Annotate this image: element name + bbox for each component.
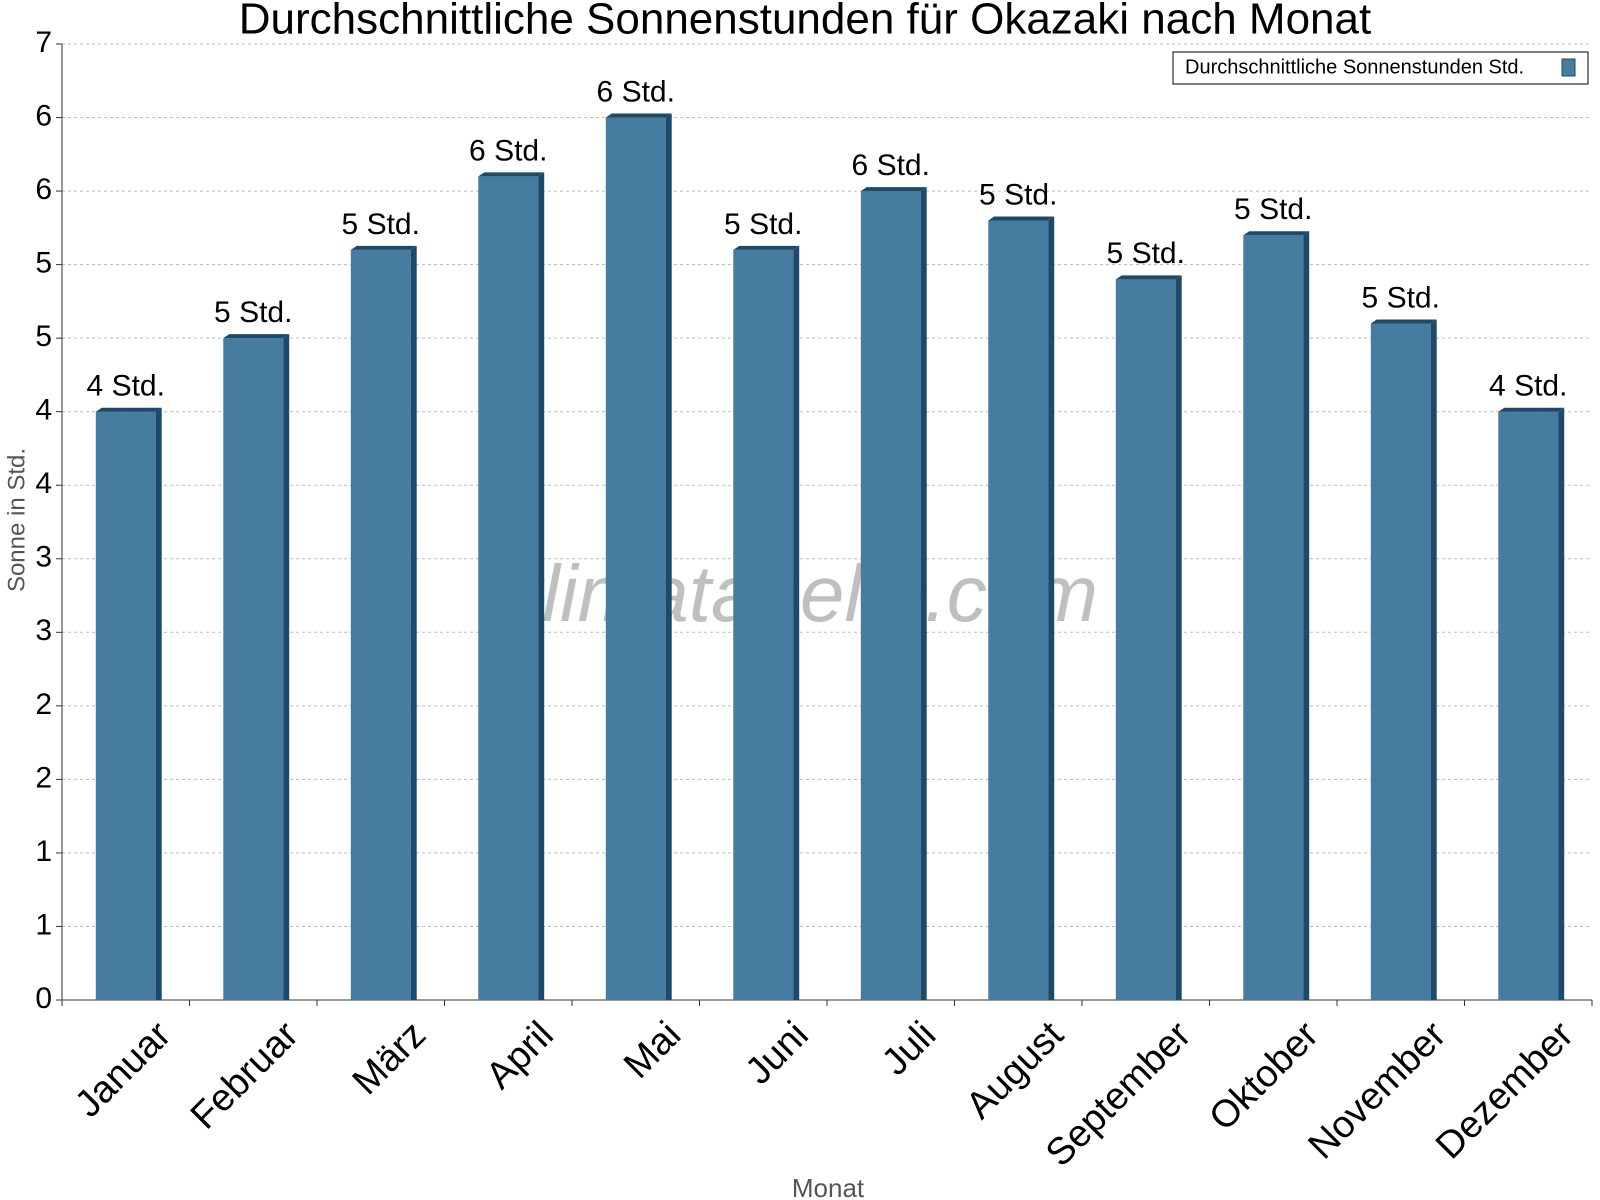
data-label: 5 Std. (342, 208, 420, 241)
data-label: 4 Std. (87, 370, 165, 403)
y-tick-label: 6 (35, 173, 52, 206)
bar-side (1430, 319, 1437, 1000)
bar (95, 411, 156, 1000)
bar-top (860, 187, 927, 192)
data-label: 6 Std. (597, 75, 675, 108)
x-tick-label: März (345, 1014, 434, 1103)
bar-top (605, 113, 672, 118)
bar-side (1303, 231, 1310, 1000)
bar (478, 176, 539, 1000)
y-tick-label: 2 (35, 688, 52, 721)
bar (605, 117, 666, 1001)
bar-side (1175, 275, 1182, 1000)
bar-top (223, 334, 290, 339)
bar-top (1243, 231, 1310, 236)
bar (733, 249, 794, 1000)
x-tick-label: Juli (874, 1014, 944, 1084)
y-tick-label: 1 (35, 835, 52, 868)
x-tick-label: April (478, 1014, 561, 1097)
data-label: 5 Std. (214, 296, 292, 329)
bar-side (1048, 216, 1055, 1000)
data-label: 6 Std. (852, 149, 930, 182)
y-tick-label: 5 (35, 320, 52, 353)
x-tick-label: November (1301, 1014, 1455, 1168)
data-label: 6 Std. (469, 134, 547, 167)
x-tick-label: Januar (67, 1014, 179, 1126)
bar-top (1370, 319, 1437, 324)
legend-box (1172, 51, 1589, 85)
y-axis-label: Sonne in Std. (3, 448, 30, 592)
bar-top (988, 216, 1055, 221)
data-label: 5 Std. (1107, 237, 1185, 270)
legend-swatch (1561, 58, 1576, 77)
x-tick-label: Oktober (1201, 1014, 1327, 1140)
data-label: 5 Std. (979, 178, 1057, 211)
bar (860, 191, 921, 1001)
y-tick-label: 5 (35, 247, 52, 280)
legend-label: Durchschnittliche Sonnenstunden Std. (1185, 56, 1524, 78)
bar-top (1115, 275, 1182, 280)
bar-top (350, 245, 417, 250)
x-axis-label: Monat (792, 1173, 865, 1200)
bar-top (733, 245, 800, 250)
bar-side (1558, 407, 1565, 1000)
x-tick-label: Februar (183, 1014, 307, 1138)
chart-title: Durchschnittliche Sonnenstunden für Okaz… (239, 0, 1371, 44)
bar-side (793, 245, 800, 1000)
bar-top (95, 407, 162, 412)
data-label: 5 Std. (1234, 193, 1312, 226)
data-label: 4 Std. (1489, 370, 1567, 403)
bar-side (920, 187, 927, 1001)
y-tick-label: 3 (35, 541, 52, 574)
y-tick-label: 0 (35, 982, 52, 1015)
bar-side (538, 172, 545, 1000)
bar (1498, 411, 1559, 1000)
y-tick-label: 6 (35, 99, 52, 132)
x-tick-label: Mai (616, 1014, 689, 1087)
x-tick-label: Juni (738, 1014, 817, 1093)
y-tick-label: 4 (35, 467, 52, 500)
x-tick-label: Dezember (1428, 1014, 1582, 1168)
y-tick-label: 4 (35, 394, 52, 427)
legend: Durchschnittliche Sonnenstunden Std. (1172, 51, 1589, 85)
y-tick-label: 2 (35, 761, 52, 794)
bar (1115, 279, 1176, 1000)
bar (223, 338, 284, 1001)
bar-side (410, 245, 417, 1000)
bar (988, 220, 1049, 1000)
x-tick-label: August (958, 1013, 1072, 1127)
y-tick-label: 3 (35, 614, 52, 647)
data-label: 5 Std. (724, 208, 802, 241)
y-tick-label: 7 (35, 26, 52, 59)
bar (1243, 235, 1304, 1000)
bar-top (478, 172, 545, 177)
bar (1370, 323, 1431, 1000)
bar-side (155, 407, 162, 1000)
y-tick-label: 1 (35, 908, 52, 941)
bar-top (1498, 407, 1565, 412)
data-label: 5 Std. (1362, 281, 1440, 314)
bar-side (665, 113, 672, 1001)
bar-side (283, 334, 290, 1001)
bar (350, 249, 411, 1000)
